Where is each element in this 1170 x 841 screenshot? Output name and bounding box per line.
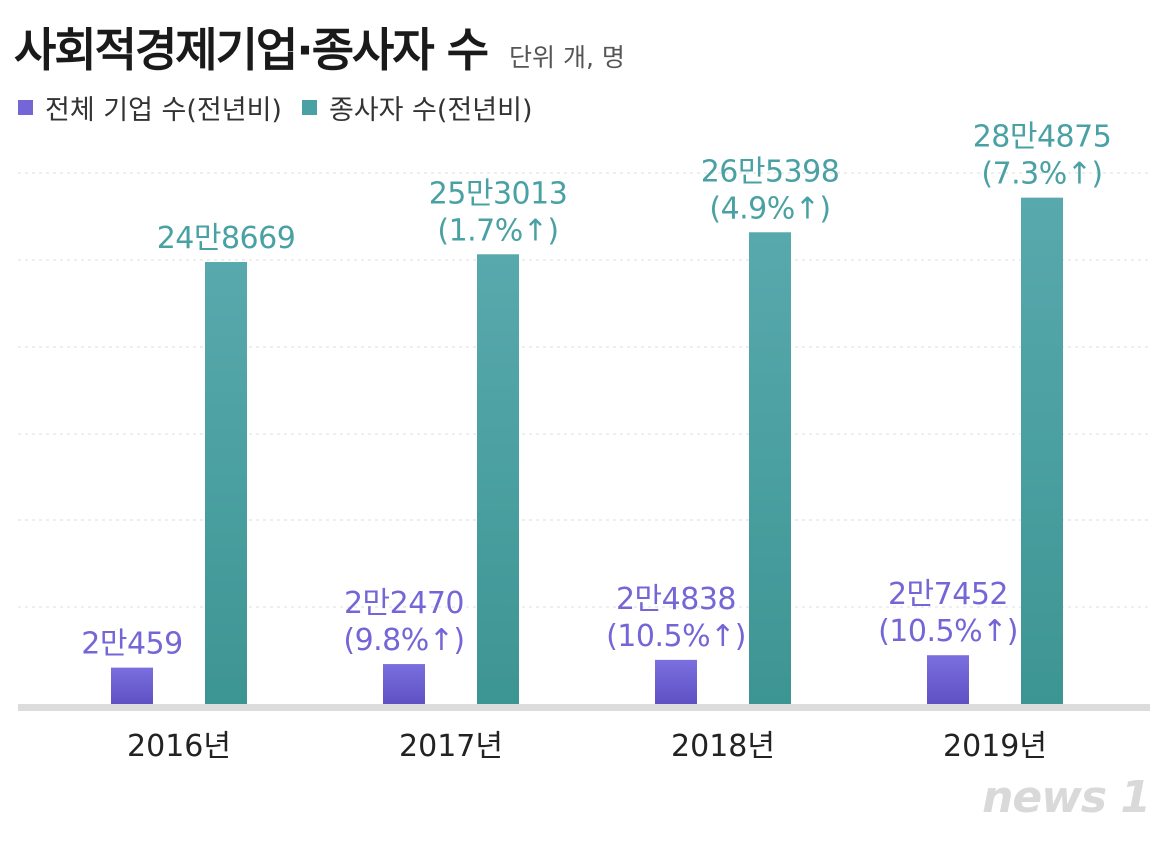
legend-swatch-companies: [18, 100, 33, 115]
legend: 전체 기업 수(전년비) 종사자 수(전년비): [18, 88, 552, 127]
bar-companies-1: [383, 664, 425, 704]
x-tick-label-2: 2018년: [671, 729, 775, 764]
data-label-companies-3-0: 2만7452: [888, 577, 1008, 612]
title-row: 사회적경제기업·종사자 수 단위 개, 명: [14, 14, 625, 80]
bar-employees-3: [1021, 197, 1063, 704]
data-label-employees-2-0: 26만5398: [701, 154, 840, 189]
data-label-companies-2-0: 2만4838: [616, 582, 736, 617]
data-labels: 2만4592만2470(9.8%↑)2만4838(10.5%↑)2만7452(1…: [81, 120, 1112, 662]
x-axis: 2016년 2017년 2018년 2019년: [18, 704, 1150, 764]
data-label-employees-0-0: 24만8669: [157, 221, 296, 256]
data-label-companies-3-1: (10.5%↑): [878, 614, 1018, 649]
x-axis-baseline: [18, 704, 1150, 711]
x-tick-label-0: 2016년: [127, 729, 231, 764]
bar-employees-2: [749, 232, 791, 704]
legend-label-companies: 전체 기업 수(전년비): [45, 95, 282, 126]
data-label-employees-3-1: (7.3%↑): [981, 157, 1102, 192]
data-label-companies-1-0: 2만2470: [344, 586, 464, 621]
data-label-companies-0-0: 2만459: [81, 627, 182, 662]
unit-label: 단위 개, 명: [509, 43, 625, 72]
data-label-companies-2-1: (10.5%↑): [606, 619, 746, 654]
bar-companies-2: [655, 659, 697, 704]
data-label-employees-3-0: 28만4875: [973, 120, 1112, 155]
bar-companies-3: [927, 655, 969, 704]
bar-employees-0: [205, 262, 247, 704]
data-label-employees-1-0: 25만3013: [429, 176, 568, 211]
news1-watermark-logo: news 1: [982, 772, 1151, 823]
data-label-employees-2-1: (4.9%↑): [709, 191, 830, 226]
bar-employees-1: [477, 254, 519, 705]
legend-item-companies: 전체 기업 수(전년비): [18, 88, 282, 127]
legend-item-employees: 종사자 수(전년비): [301, 88, 533, 127]
data-label-companies-1-1: (9.8%↑): [343, 623, 464, 658]
x-tick-label-1: 2017년: [399, 729, 503, 764]
legend-label-employees: 종사자 수(전년비): [328, 95, 533, 126]
bar-companies-0: [111, 667, 153, 704]
legend-swatch-employees: [301, 100, 317, 115]
bars: [111, 197, 1063, 705]
x-tick-label-3: 2019년: [943, 729, 1047, 764]
chart-title: 사회적경제기업·종사자 수: [14, 23, 489, 77]
data-label-employees-1-1: (1.7%↑): [437, 213, 558, 248]
